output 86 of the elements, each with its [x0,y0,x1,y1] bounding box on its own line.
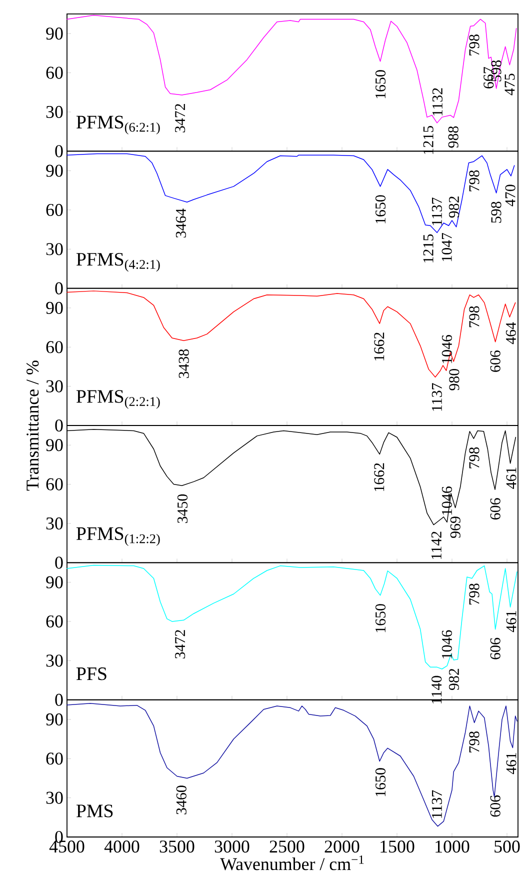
annotation: 798 [469,170,480,192]
x-axis-title: Wavenumber / cm$^{−1}$ [220,855,364,870]
y-tick-label: 0 [55,556,63,569]
annotation: 1137 [432,790,442,818]
annotation: 461 [506,468,516,489]
annotation: 461 [506,610,516,632]
annotation: 1046 [442,630,452,658]
annotation: 1650 [375,604,386,632]
annotation: 598 [491,202,502,223]
y-tick-label: 60 [46,204,63,216]
x-tick-label: 2500 [270,840,304,853]
annotation: 798 [469,731,480,752]
annotation: 464 [506,322,516,344]
y-tick-label: 90 [46,713,63,726]
annotation: 1142 [431,532,442,559]
y-tick-label: 60 [46,615,63,628]
annotation: 606 [490,638,500,660]
y-tick-label: 60 [46,752,63,765]
annotation: 1137 [432,198,442,226]
x-tick-label: 3000 [214,840,250,853]
annotation: 3450 [177,494,188,523]
text: PFMS$_{(4:2:1)}$ [76,252,160,272]
annotation: 798 [469,34,480,56]
annotation: 3460 [176,786,186,814]
y-tick-label: 90 [46,302,63,314]
y-tick-label: 90 [46,28,63,40]
y-tick-label: 90 [46,576,63,588]
x-tick-label: 4000 [104,840,140,853]
y-tick-label: 60 [46,66,63,79]
y-tick-label: 0 [55,419,63,432]
annotation: 606 [490,795,500,817]
series-label: PFMS$_{(6:2:1)}$ [76,116,160,134]
annotation: 798 [469,584,480,604]
y-tick-label: 30 [46,792,63,804]
x-tick-label: 1500 [380,840,414,853]
y-axis-title: Transmittance / % [26,360,39,491]
y-tick-label: 30 [46,106,63,118]
annotation: 1215 [423,234,434,262]
annotation: 3472 [175,630,186,658]
text: PMS [76,804,113,818]
annotation: 470 [505,184,516,206]
x-tick-label: 2000 [324,840,360,853]
annotation: 1662 [374,463,384,492]
y-tick-label: 60 [46,341,63,354]
y-tick-label: 30 [46,654,63,667]
annotation: 980 [449,368,460,390]
x-tick-label: 500 [494,840,520,853]
annotation: 606 [490,350,500,372]
text: PFMS$_{(1:2:2)}$ [76,527,160,546]
y-tick-label: 30 [46,380,63,392]
annotation: 969 [450,516,460,538]
annotation: 798 [469,447,480,468]
annotation: 3438 [178,349,189,378]
annotation: 3464 [176,208,186,238]
y-tick-label: 0 [55,694,63,706]
annotation: 798 [469,306,480,328]
x-tick-label: 3500 [160,840,194,853]
text: PFMS$_{(2:2:1)}$ [76,390,160,409]
annotation: 3472 [175,104,186,132]
annotation: 1046 [442,486,452,515]
annotation: 1137 [432,383,442,411]
x-tick-label: 4500 [49,840,84,853]
y-tick-label: 30 [46,243,63,256]
y-tick-label: 0 [55,282,63,294]
annotation: 1650 [375,195,386,224]
annotation: 1047 [442,232,452,262]
x-tick-label: 1000 [436,840,470,853]
annotation: 982 [448,196,460,218]
annotation: 1132 [432,88,442,116]
annotation: 988 [448,126,458,148]
annotation: 1140 [432,676,442,704]
annotation: 461 [506,752,516,774]
y-tick-label: 90 [46,439,63,452]
annotation: 1662 [374,332,384,360]
annotation: 1046 [442,334,452,364]
line-series [66,702,518,827]
y-tick-label: 60 [46,478,63,490]
annotation: 1650 [375,768,386,796]
y-tick-label: 30 [46,517,63,530]
annotation: 982 [448,668,460,690]
annotation: 475 [504,74,515,96]
annotation: 606 [490,498,500,520]
text: PFS [76,667,106,680]
annotation: 1650 [375,70,386,98]
y-tick-label: 0 [55,145,63,158]
y-tick-label: 90 [46,164,63,177]
